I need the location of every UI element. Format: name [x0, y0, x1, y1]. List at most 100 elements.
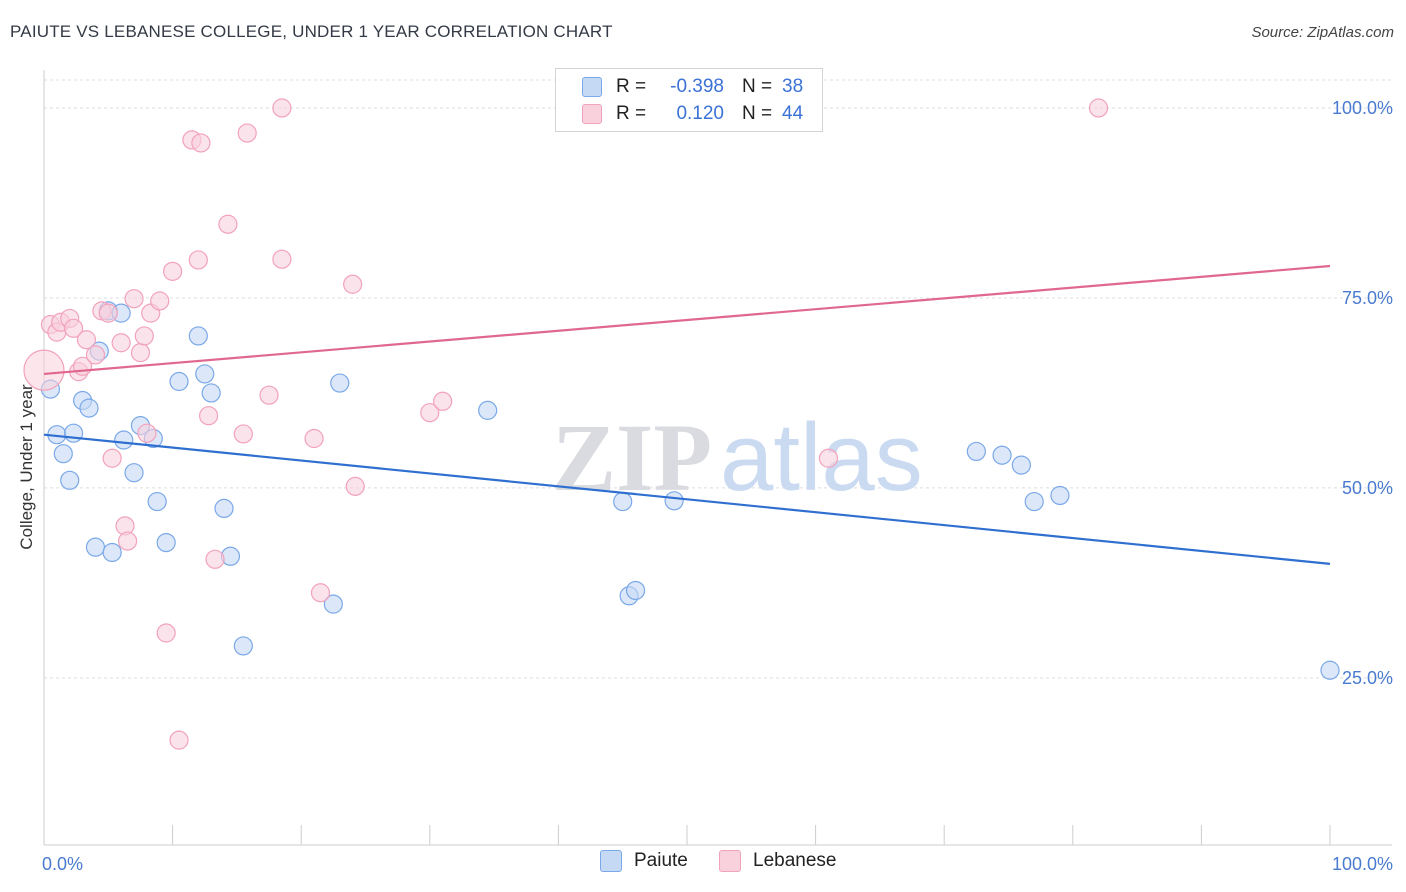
legend-n-value-lebanese: 44: [782, 103, 804, 124]
grid-lines: [44, 79, 1392, 679]
watermark-zip: ZIP: [552, 404, 712, 511]
point-lebanese: [310, 583, 331, 603]
point-lebanese: [102, 448, 122, 468]
point-paiute: [966, 441, 986, 462]
point-lebanese: [818, 448, 839, 468]
point-paiute: [63, 423, 84, 443]
point-paiute: [195, 364, 215, 384]
legend-row-lebanese: R = 0.120 N = 44: [582, 102, 803, 126]
series-name-lebanese: Lebanese: [753, 850, 837, 871]
y-tick-label: 25.0%: [1342, 668, 1393, 688]
point-lebanese: [85, 345, 106, 365]
legend-r-value-paiute: -0.398: [670, 76, 724, 97]
legend-swatch-lebanese: [582, 104, 602, 124]
point-lebanese: [272, 98, 292, 118]
point-lebanese: [111, 333, 131, 353]
point-paiute: [53, 444, 73, 464]
point-lebanese: [205, 549, 225, 569]
point-lebanese: [433, 391, 453, 411]
point-lebanese: [199, 406, 219, 426]
point-lebanese: [345, 476, 365, 496]
y-axis-title: College, Under 1 year: [17, 384, 36, 550]
series-legend-lebanese: Lebanese: [719, 850, 836, 872]
legend-r-value-lebanese: 0.120: [676, 103, 724, 124]
point-lebanese: [420, 403, 440, 423]
point-paiute: [1320, 660, 1340, 680]
y-tick-label: 75.0%: [1342, 288, 1393, 308]
point-paiute: [147, 491, 167, 512]
point-paiute: [85, 537, 106, 557]
point-paiute: [1050, 485, 1070, 506]
series-legend: Paiute Lebanese: [0, 850, 1406, 878]
correlation-legend: R = -0.398 N = 38 R = 0.120 N = 44: [555, 68, 823, 132]
tick-labels: 25.0% 50.0% 75.0% 100.0% 0.0% 100.0%: [42, 98, 1393, 874]
point-lebanese: [218, 214, 238, 234]
point-paiute: [124, 463, 144, 483]
point-paiute: [1011, 455, 1031, 475]
point-paiute: [992, 445, 1012, 465]
legend-n-value-paiute: 38: [782, 76, 804, 97]
series-swatch-lebanese: [719, 850, 741, 872]
point-paiute: [323, 594, 343, 614]
trend-line-paiute: [43, 433, 1331, 565]
point-lebanese: [130, 343, 151, 363]
point-paiute: [79, 398, 99, 418]
x-tick-label-max: 100.0%: [1332, 854, 1393, 874]
y-tick-label: 50.0%: [1342, 478, 1393, 498]
point-paiute: [664, 491, 684, 511]
point-lebanese: [163, 261, 183, 281]
point-paiute: [478, 400, 498, 420]
point-paiute: [1024, 491, 1044, 512]
axes: [43, 70, 1392, 846]
watermark: ZIP atlas: [552, 404, 923, 511]
point-lebanese: [1088, 98, 1109, 118]
legend-swatch-paiute: [582, 77, 602, 97]
point-lebanese: [237, 123, 257, 143]
point-paiute: [220, 546, 241, 566]
chart-title: PAIUTE VS LEBANESE COLLEGE, UNDER 1 YEAR…: [10, 22, 613, 41]
point-lebanese: [188, 250, 208, 270]
series-swatch-paiute: [600, 850, 622, 872]
point-paiute: [233, 636, 253, 656]
point-lebanese: [137, 423, 157, 443]
point-paiute: [156, 532, 176, 553]
point-paiute: [330, 373, 350, 393]
chart-source: Source: ZipAtlas.com: [1251, 24, 1394, 41]
point-lebanese: [150, 291, 170, 311]
series-legend-paiute: Paiute: [600, 850, 688, 872]
point-paiute: [625, 580, 646, 601]
legend-n-label: N =: [742, 76, 773, 97]
x-tick-label-min: 0.0%: [42, 854, 83, 874]
point-lebanese: [304, 428, 324, 449]
series-name-paiute: Paiute: [634, 850, 688, 871]
trend-line-lebanese: [43, 264, 1331, 376]
point-paiute: [60, 470, 80, 490]
point-lebanese: [156, 623, 176, 643]
point-paiute: [102, 542, 122, 563]
point-lebanese: [76, 330, 97, 350]
legend-row-paiute: R = -0.398 N = 38: [582, 75, 803, 99]
point-paiute: [201, 383, 221, 403]
point-lebanese: [63, 318, 84, 338]
point-lebanese: [233, 424, 253, 444]
point-lebanese: [23, 349, 65, 391]
point-lebanese: [169, 730, 189, 750]
point-paiute: [613, 491, 633, 512]
data-points: [23, 98, 1340, 750]
point-paiute: [114, 430, 134, 450]
point-lebanese: [343, 274, 363, 294]
point-lebanese: [117, 531, 138, 551]
legend-n-label: N =: [742, 103, 773, 124]
point-lebanese: [124, 289, 144, 309]
y-tick-label: 100.0%: [1332, 98, 1393, 118]
trend-lines: [43, 264, 1331, 565]
legend-r-label: R =: [616, 103, 647, 124]
point-lebanese: [98, 303, 118, 323]
point-paiute: [188, 326, 208, 346]
point-paiute: [169, 371, 189, 392]
point-lebanese: [272, 249, 292, 269]
legend-r-label: R =: [616, 76, 647, 97]
point-lebanese: [134, 326, 154, 346]
point-lebanese: [259, 385, 279, 405]
